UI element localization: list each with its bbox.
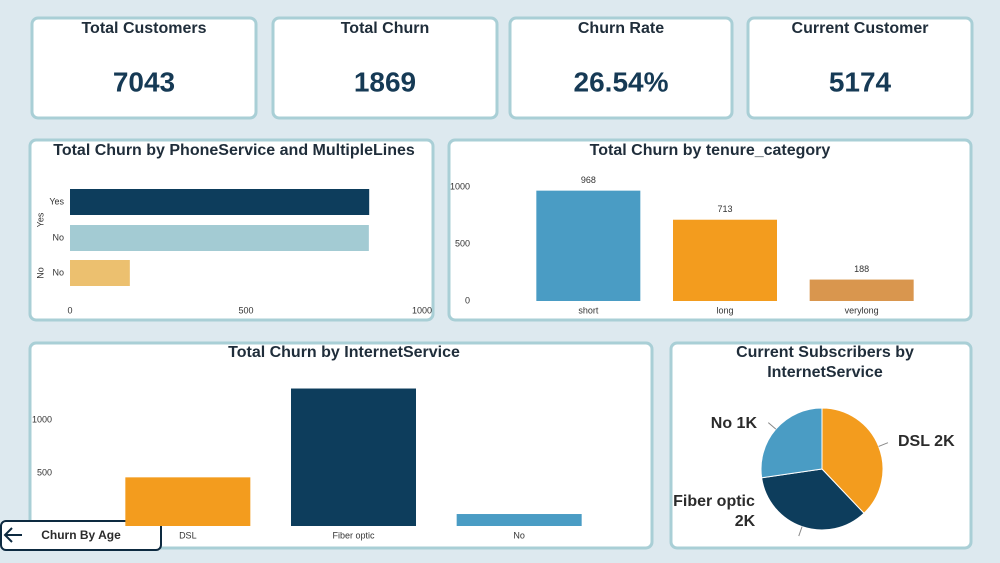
pie-slice — [761, 468, 865, 531]
leader-line — [878, 442, 889, 447]
kpi-value: 7043 — [113, 66, 175, 97]
pie-slice — [821, 407, 884, 514]
bar — [809, 279, 914, 301]
kpi-value: 5174 — [829, 66, 892, 97]
bar — [536, 190, 641, 301]
x-tick-label: 1000 — [412, 305, 432, 315]
kpi-card — [746, 16, 974, 120]
y-category-label: Yes — [49, 196, 64, 206]
bar — [291, 388, 416, 526]
bar — [70, 260, 130, 286]
y-tick-label: 500 — [37, 467, 52, 477]
data-label: 188 — [854, 264, 869, 274]
kpi-card — [271, 16, 499, 120]
bar — [125, 477, 251, 526]
x-category-label: verylong — [845, 305, 879, 315]
chart-title: Total Churn by tenure_category — [590, 142, 831, 159]
chart-title: Total Churn by PhoneService and Multiple… — [53, 142, 415, 159]
x-category-label: Fiber optic — [332, 530, 375, 540]
slice-label: DSL 2K — [898, 433, 955, 450]
back-arrow-icon[interactable] — [3, 527, 22, 543]
button-label[interactable]: Churn By Age — [41, 528, 121, 542]
x-category-label: long — [716, 305, 733, 315]
kpi-value: 26.54% — [574, 66, 669, 97]
pie-slice — [760, 407, 823, 479]
chart-title: InternetService — [767, 364, 883, 381]
x-tick-label: 500 — [238, 305, 253, 315]
nav-button[interactable]: Churn By Age — [0, 520, 162, 551]
x-tick-label: 0 — [67, 305, 72, 315]
button-frame[interactable] — [0, 520, 162, 551]
x-category-label: DSL — [179, 530, 197, 540]
slice-value: 1K — [737, 415, 758, 432]
kpi-value: 1869 — [354, 66, 416, 97]
slice-name: No — [711, 415, 733, 432]
x-category-label: No — [513, 530, 525, 540]
y-tick-label: 1000 — [450, 181, 470, 191]
y-group-label: Yes — [35, 212, 45, 227]
y-tick-label: 1000 — [32, 414, 52, 424]
y-tick-label: 0 — [465, 295, 470, 305]
y-category-label: No — [52, 232, 64, 242]
bar — [456, 514, 582, 526]
data-label: 713 — [717, 204, 732, 214]
kpi-title: Total Churn — [341, 20, 430, 37]
y-category-label: No — [52, 267, 64, 277]
x-category-label: short — [578, 305, 599, 315]
slice-value: 2K — [934, 433, 955, 450]
slice-label: No 1K — [711, 415, 758, 432]
slice-name: DSL — [898, 433, 930, 450]
kpi-card — [508, 16, 734, 120]
kpi-card — [30, 16, 258, 120]
bar — [70, 225, 369, 251]
data-label: 968 — [581, 175, 596, 185]
kpi-title: Current Customer — [792, 20, 929, 37]
y-group-label: No — [35, 267, 45, 279]
kpi-title: Churn Rate — [578, 20, 664, 37]
leader-line — [767, 422, 777, 430]
chart-title: Current Subscribers by — [736, 344, 914, 361]
kpi-title: Total Customers — [81, 20, 206, 37]
slice-value: 2K — [735, 513, 756, 530]
leader-line — [798, 526, 803, 537]
bar — [70, 189, 370, 215]
chart-title: Total Churn by InternetService — [228, 344, 460, 361]
bar — [673, 219, 777, 301]
slice-name: Fiber optic — [673, 493, 755, 510]
y-tick-label: 500 — [455, 238, 470, 248]
